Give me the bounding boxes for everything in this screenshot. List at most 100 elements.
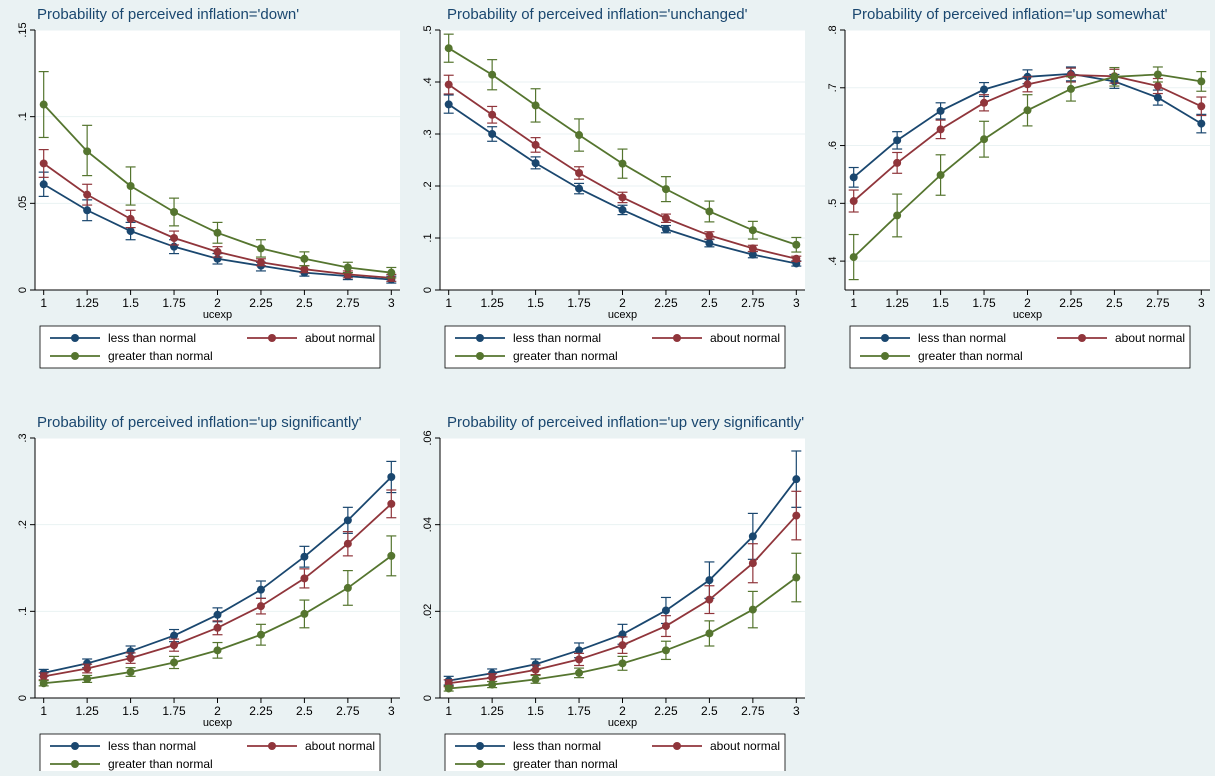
data-point [792,254,801,263]
data-point [661,214,670,223]
legend-box [444,733,786,776]
data-point [705,595,714,604]
x-tick-label: 2.5 [701,296,718,310]
legend-marker [268,742,276,750]
data-point [213,646,222,655]
data-point [213,247,222,256]
data-point [213,623,222,632]
data-point [792,475,801,484]
data-point [300,609,309,618]
y-tick-label: .1 [17,607,29,616]
y-tick-label: .04 [422,517,434,532]
data-point [1197,102,1206,111]
y-tick-label: .02 [422,604,434,619]
data-point [575,184,584,193]
chart-panel-2: Probability of perceived inflation='unch… [422,6,805,369]
legend-label: greater than normal [918,349,1023,363]
y-tick-label: .3 [17,433,29,442]
data-point [39,100,48,109]
x-tick-label: 2.75 [1146,296,1170,310]
data-point [488,680,497,689]
chart-title: Probability of perceived inflation='up v… [447,414,804,431]
legend-label: less than normal [513,331,601,345]
legend: less than normal about normal greater than… [39,325,381,369]
data-point [980,85,989,94]
data-point [575,668,584,677]
legend-marker [1078,334,1086,342]
data-point [39,159,48,168]
legend: less than normal about normal greater than… [849,325,1191,369]
data-point [849,253,858,262]
x-tick-label: 3 [1198,296,1205,310]
data-point [1153,82,1162,91]
legend-marker [673,334,681,342]
legend: less than normal about normal greater than… [39,733,381,776]
data-point [300,552,309,561]
legend-box [39,733,381,776]
data-point [661,606,670,615]
data-point [39,672,48,681]
x-axis-label: ucexp [608,717,637,729]
chart-title: Probability of perceived inflation='down… [37,6,299,23]
x-tick-label: 2.25 [1059,296,1083,310]
data-point [980,135,989,144]
y-tick-label: .5 [827,199,839,208]
data-point [661,185,670,194]
data-point [1197,77,1206,86]
x-tick-label: 1 [40,296,47,310]
data-point [170,641,179,650]
data-point [170,234,179,242]
legend-label: greater than normal [513,757,618,771]
data-point [126,668,135,676]
legend-marker [476,334,484,342]
data-point [618,205,627,214]
legend-box [849,325,1191,369]
data-point [39,679,48,688]
legend-label: greater than normal [513,349,618,363]
data-point [893,136,902,145]
data-point [444,80,453,89]
data-point [661,225,670,234]
chart-panel-3: Probability of perceived inflation='up s… [827,6,1210,369]
series-1 [443,450,802,686]
data-point [387,268,396,277]
legend-label: about normal [710,331,780,345]
data-point [387,499,396,508]
legend-label: less than normal [918,331,1006,345]
legend-marker [881,334,889,342]
x-tick-label: 1.75 [162,296,186,310]
x-tick-label: 2.75 [741,296,765,310]
legend-marker [673,742,681,750]
data-point [488,130,497,138]
x-tick-label: 3 [793,296,800,310]
data-point [705,231,714,240]
data-point [170,208,179,216]
plot-area [440,438,805,698]
legend-box [39,325,381,369]
data-point [936,125,945,134]
series-3 [848,66,1207,281]
data-point [1023,106,1032,115]
chart-panel-5: Probability of perceived inflation='up v… [422,414,805,776]
data-point [893,158,902,167]
data-point [83,147,92,156]
y-tick-label: .06 [422,430,434,445]
data-point [936,171,945,180]
data-point [618,193,627,202]
data-point [661,622,670,631]
data-point [387,473,396,481]
x-tick-label: 2.5 [1106,296,1123,310]
x-tick-label: 1 [445,704,452,718]
data-point [126,182,135,190]
data-point [792,511,801,520]
data-point [126,214,135,223]
legend-marker [71,760,79,768]
data-point [256,602,265,611]
x-tick-label: 1 [40,704,47,718]
data-point [748,559,757,568]
x-tick-label: 2 [619,296,626,310]
data-point [748,605,757,614]
data-point [343,539,352,548]
